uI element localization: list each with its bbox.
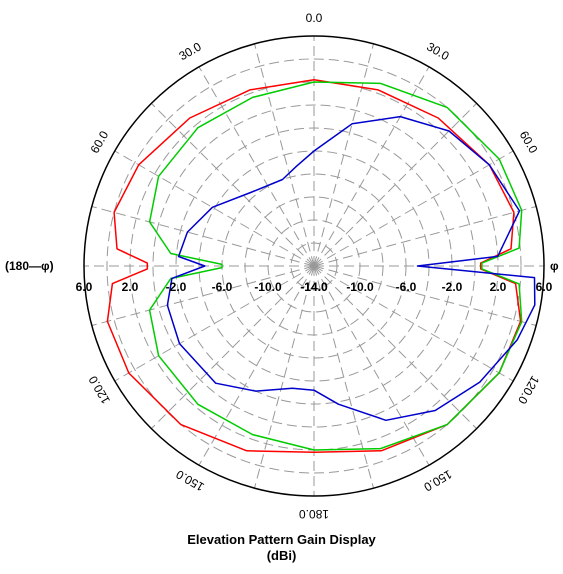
radial-tick-label: -14.0 [300, 280, 328, 294]
angle-label: 180.0 [299, 507, 329, 521]
angle-label: 0.0 [306, 11, 323, 25]
grid-spoke [253, 43, 315, 267]
grid-spoke [198, 265, 315, 466]
radial-tick-label: -10.0 [254, 280, 282, 294]
left-axis-label: (180—φ) [5, 259, 54, 273]
radial-tick-label: 2.0 [490, 280, 507, 294]
radial-tick-label: -2.0 [442, 280, 463, 294]
outer-ring [83, 35, 545, 497]
right-axis-label: φ [550, 259, 559, 273]
grid-spoke [313, 150, 514, 267]
grid-spoke [114, 265, 315, 382]
angle-label: 30.0 [424, 39, 452, 63]
grid-spoke [313, 265, 537, 327]
grid-spoke [313, 205, 537, 267]
grid-spoke [151, 103, 315, 267]
grid-spoke [114, 150, 315, 267]
grid-spoke [313, 265, 514, 382]
grid-spoke [313, 265, 477, 429]
angle-label: 30.0 [176, 39, 204, 63]
polar-grid [83, 35, 545, 497]
grid-spoke [313, 43, 375, 267]
angle-label: 60.0 [87, 128, 111, 156]
radial-tick-label: -6.0 [212, 280, 233, 294]
radial-tick-label: -2.0 [166, 280, 187, 294]
series-line-3 [166, 115, 536, 422]
chart-title: Elevation Pattern Gain Display [187, 532, 376, 547]
grid-spoke [253, 265, 315, 489]
grid-spoke [313, 103, 477, 267]
grid-spoke [91, 205, 315, 267]
grid-spoke [313, 66, 430, 267]
angle-label: 60.0 [517, 128, 541, 156]
radial-tick-label: 6.0 [76, 280, 93, 294]
radial-tick-label: 6.0 [536, 280, 553, 294]
series-line-2 [148, 81, 523, 451]
chart-unit: (dBi) [266, 548, 297, 563]
grid-ring [152, 104, 476, 428]
grid-spoke [91, 265, 315, 327]
radial-tick-label: -14.0 [300, 280, 328, 294]
grid-spoke [313, 265, 375, 489]
grid-spoke [313, 265, 430, 466]
series-layer [106, 78, 536, 454]
angle-label: 150.0 [421, 467, 454, 494]
radial-tick-label: -6.0 [396, 280, 417, 294]
radial-tick-label: -10.0 [346, 280, 374, 294]
angle-label: 120.0 [515, 373, 542, 406]
radial-tick-label: 2.0 [122, 280, 139, 294]
grid-ring [106, 58, 522, 474]
angle-label: 150.0 [173, 467, 206, 494]
grid-spoke [198, 66, 315, 267]
grid-spoke [151, 265, 315, 429]
angle-label: 120.0 [86, 373, 113, 406]
